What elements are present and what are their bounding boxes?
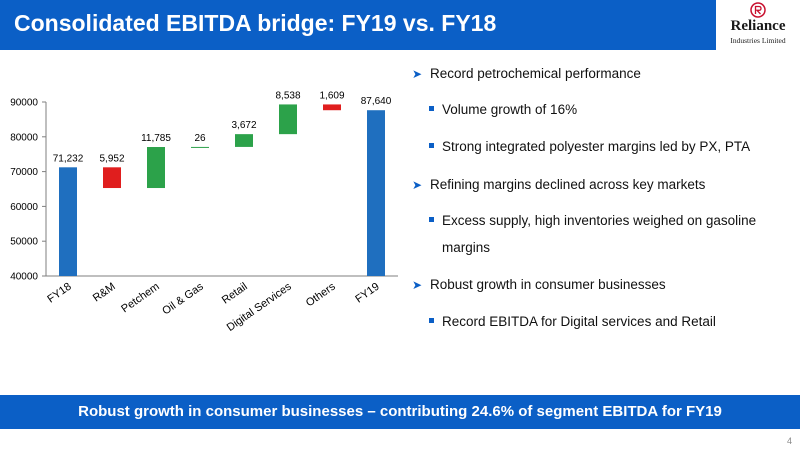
bar-fy19 [367, 110, 385, 276]
bullet-text: Strong integrated polyester margins led … [442, 139, 751, 154]
logo-tagline: Industries Limited [730, 36, 786, 45]
y-tick-label: 70000 [10, 167, 38, 178]
bullet-text: Record petrochemical performance [430, 66, 641, 81]
data-label: 87,640 [361, 96, 392, 107]
bullet-text: margins [442, 240, 491, 255]
bar-fy18 [59, 167, 77, 276]
bar-retail [235, 134, 253, 147]
x-tick-label: FY19 [353, 281, 381, 306]
x-tick-label: R&M [91, 281, 118, 305]
bullet-text: Record EBITDA for Digital services and R… [442, 314, 716, 329]
x-tick-label: Oil & Gas [160, 280, 206, 317]
y-tick-label: 60000 [10, 202, 38, 213]
square-bullet-icon [429, 106, 434, 111]
bullet-text: Refining margins declined across key mar… [430, 177, 706, 192]
arrow-bullet-icon: ➤ [412, 67, 423, 81]
bar-petchem [147, 147, 165, 189]
slide-header: Consolidated EBITDA bridge: FY19 vs. FY1… [0, 0, 716, 50]
logo-name: Reliance [730, 18, 786, 34]
x-tick-label: Retail [220, 281, 250, 307]
square-bullet-icon [429, 143, 434, 148]
data-label: 5,952 [99, 153, 124, 164]
data-label: 71,232 [53, 153, 84, 164]
arrow-bullet-icon: ➤ [412, 178, 423, 192]
data-label: 8,538 [275, 90, 300, 101]
bar-others [323, 104, 341, 111]
square-bullet-icon [429, 318, 434, 323]
reliance-logo-icon [750, 2, 766, 18]
bar-digital-services [279, 104, 297, 135]
data-label: 1,609 [319, 90, 344, 101]
bullet-text: Robust growth in consumer businesses [430, 277, 666, 292]
y-tick-label: 40000 [10, 272, 38, 283]
bullet-text: Excess supply, high inventories weighed … [442, 213, 757, 228]
data-label: 26 [194, 133, 206, 144]
bullet-text: Volume growth of 16% [442, 102, 578, 117]
x-tick-label: Others [304, 280, 338, 309]
slide-title: Consolidated EBITDA bridge: FY19 vs. FY1… [14, 10, 497, 36]
data-label: 11,785 [141, 133, 171, 144]
x-tick-label: Petchem [119, 281, 161, 316]
footer-banner: Robust growth in consumer businesses – c… [0, 395, 800, 429]
bar-r-m [103, 167, 121, 189]
x-tick-label: FY18 [45, 281, 73, 306]
square-bullet-icon [429, 217, 434, 222]
footer-text: Robust growth in consumer businesses – c… [78, 403, 722, 420]
y-tick-label: 50000 [10, 237, 38, 248]
data-label: 3,672 [231, 120, 256, 131]
bar-oil-gas [191, 146, 209, 148]
ebitda-waterfall-chart: 40000 50000 60000 70000 80000 90000 71,232 FY18… [10, 90, 398, 334]
page-number: 4 [786, 436, 792, 446]
company-logo: Reliance Industries Limited [716, 0, 800, 50]
y-tick-label: 80000 [10, 132, 38, 143]
y-tick-label: 90000 [10, 98, 38, 109]
arrow-bullet-icon: ➤ [412, 278, 423, 292]
